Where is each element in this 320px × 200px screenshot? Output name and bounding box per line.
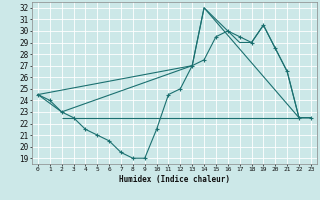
X-axis label: Humidex (Indice chaleur): Humidex (Indice chaleur) (119, 175, 230, 184)
